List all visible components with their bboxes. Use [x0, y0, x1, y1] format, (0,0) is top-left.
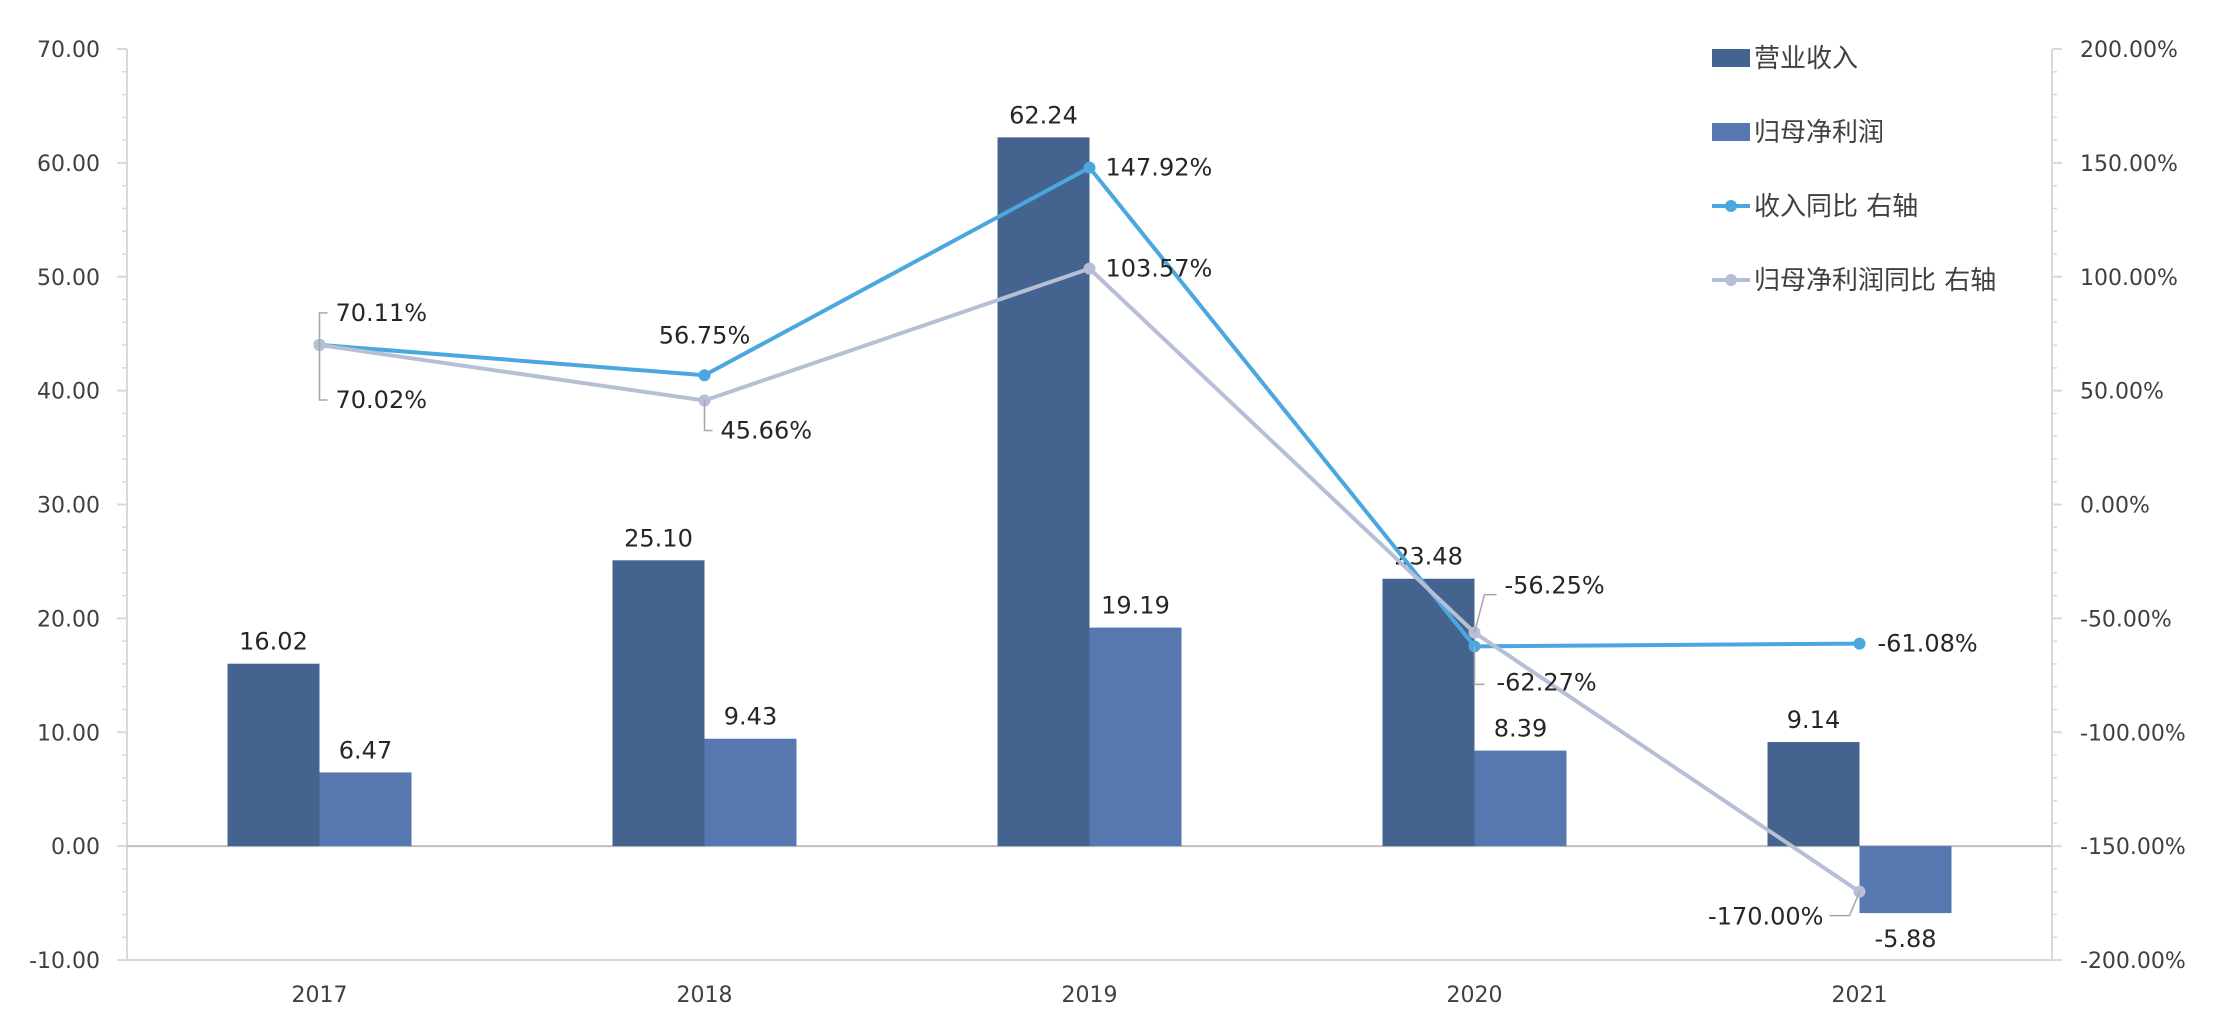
left-axis-tick-label: 0.00 [51, 835, 100, 860]
right-axis-tick-label: -200.00% [2080, 949, 2186, 974]
legend-swatch-marker [1725, 274, 1737, 286]
line-point [698, 369, 711, 382]
left-axis-tick-label: 10.00 [37, 721, 100, 746]
bar-revenue-2021 [1767, 742, 1860, 847]
line-data-label: -61.08% [1878, 630, 1978, 658]
bar-net-profit-2019 [1089, 627, 1182, 847]
data-label-leader-line [318, 312, 328, 345]
line-point [1083, 161, 1096, 174]
line-data-label: 103.57% [1106, 255, 1213, 283]
right-axis-tick-label: -100.00% [2080, 721, 2186, 746]
right-axis-tick-label: 100.00% [2080, 266, 2178, 291]
line-data-label: -62.27% [1497, 668, 1597, 696]
legend-swatch-marker [1725, 200, 1737, 212]
left-axis-tick-label: -10.00 [29, 949, 100, 974]
bar-net-profit-2018 [704, 738, 797, 847]
left-axis-tick-label: 20.00 [37, 607, 100, 632]
bar-data-label: 16.02 [239, 628, 308, 656]
left-axis-tick-label: 40.00 [37, 380, 100, 405]
left-axis-tick-label: 30.00 [37, 494, 100, 519]
line-data-label: 70.02% [336, 386, 428, 414]
bar-revenue-2018 [612, 560, 705, 847]
line-point [1853, 637, 1866, 650]
bar-revenue-2019 [997, 137, 1090, 847]
bar-revenue-2017 [227, 663, 320, 847]
right-axis-tick-label: -50.00% [2080, 607, 2172, 632]
line-data-label: -56.25% [1505, 572, 1605, 600]
line-data-label: 70.11% [336, 299, 428, 327]
bar-data-label: 6.47 [339, 736, 392, 764]
legend-label: 收入同比 右轴 [1754, 192, 1918, 222]
x-axis-category-label: 2017 [292, 983, 348, 1008]
bar-data-label: 9.14 [1787, 706, 1840, 734]
line-point [1083, 262, 1096, 275]
legend-swatch-bar [1712, 123, 1750, 141]
bar-data-label: 25.10 [624, 524, 693, 552]
bar-net-profit-2020 [1474, 750, 1567, 847]
bar-revenue-2020 [1382, 578, 1475, 847]
legend-label: 归母净利润同比 右轴 [1754, 266, 1996, 296]
line-data-label: 147.92% [1106, 154, 1213, 182]
left-axis-tick-label: 50.00 [37, 266, 100, 291]
data-label-leader-line [318, 345, 328, 401]
right-axis-tick-label: 200.00% [2080, 38, 2178, 63]
right-axis-tick-label: 150.00% [2080, 152, 2178, 177]
legend-label: 营业收入 [1754, 44, 1858, 74]
x-axis-category-label: 2019 [1062, 983, 1118, 1008]
bar-net-profit-2021 [1859, 846, 1952, 914]
data-label-leader-line [1473, 593, 1497, 633]
data-label-leader-line [1829, 891, 1861, 917]
x-axis-category-label: 2018 [677, 983, 733, 1008]
bar-data-label: 9.43 [724, 703, 777, 731]
bar-data-label: -5.88 [1874, 925, 1936, 953]
line-data-label: 45.66% [721, 417, 813, 445]
line-data-label: -170.00% [1708, 903, 1823, 931]
x-axis-category-label: 2021 [1832, 983, 1888, 1008]
data-label-leader-line [1473, 646, 1485, 686]
right-axis-tick-label: -150.00% [2080, 835, 2186, 860]
data-label-leader-line [703, 400, 713, 432]
left-axis-tick-label: 60.00 [37, 152, 100, 177]
bar-data-label: 62.24 [1009, 101, 1078, 129]
legend-label: 归母净利润 [1754, 118, 1884, 148]
x-axis-category-label: 2020 [1447, 983, 1503, 1008]
right-axis-tick-label: 50.00% [2080, 380, 2164, 405]
bar-net-profit-2017 [319, 772, 412, 847]
left-axis-tick-label: 70.00 [37, 38, 100, 63]
right-axis-tick-label: 0.00% [2080, 494, 2150, 519]
bar-data-label: 8.39 [1494, 715, 1547, 743]
legend-swatch-bar [1712, 49, 1750, 67]
bar-data-label: 19.19 [1101, 592, 1170, 620]
line-data-label: 56.75% [659, 321, 751, 349]
